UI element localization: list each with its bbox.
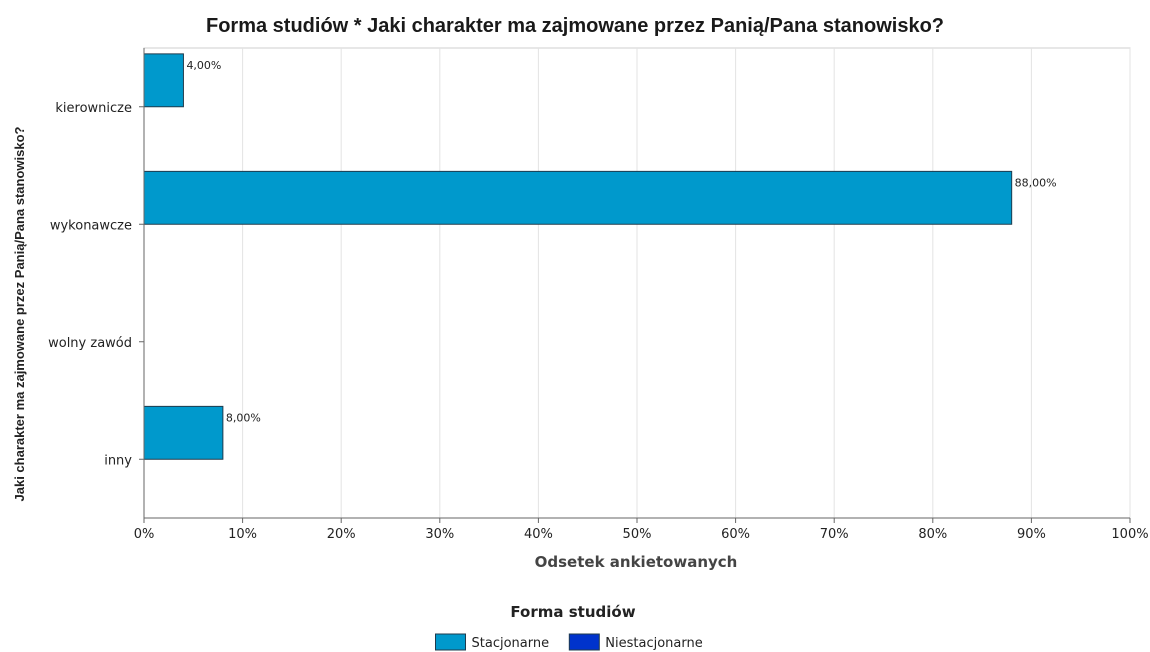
- legend-swatch: [568, 633, 600, 651]
- x-tick-label: 10%: [228, 527, 257, 542]
- x-tick-label: 20%: [327, 527, 356, 542]
- x-tick-label: 70%: [820, 527, 849, 542]
- legend: Stacjonarne Niestacjonarne: [435, 633, 703, 651]
- x-tick-label: 90%: [1017, 527, 1046, 542]
- chart-title: Forma studiów * Jaki charakter ma zajmow…: [206, 15, 944, 37]
- bars: 4,00% 88,00% 8,00%: [143, 53, 1057, 460]
- axes: 0% 10% 20% 30% 40% 50% 60% 70% 80% 90% 100% kierown…: [48, 48, 1149, 542]
- legend-swatch: [435, 633, 466, 651]
- x-tick-label: 0%: [134, 527, 155, 542]
- x-tick-label: 100%: [1111, 527, 1148, 542]
- y-axis-title: Jaki charakter ma zajmowane przez Panią/…: [12, 126, 27, 501]
- x-axis-title: Odsetek ankietowanych: [535, 553, 738, 571]
- bar: [143, 53, 184, 108]
- category-label: wolny zawód: [48, 336, 132, 351]
- x-tick-label: 30%: [425, 527, 454, 542]
- x-tick-label: 60%: [721, 527, 750, 542]
- x-tick-label: 40%: [524, 527, 553, 542]
- category-label: inny: [104, 453, 132, 468]
- legend-title: Forma studiów: [510, 603, 635, 621]
- category-label: wykonawcze: [50, 218, 132, 233]
- legend-label: Stacjonarne: [472, 636, 550, 651]
- bar: [143, 170, 1013, 225]
- category-label: kierownicze: [55, 101, 132, 116]
- x-tick-label: 80%: [918, 527, 947, 542]
- legend-label: Niestacjonarne: [605, 636, 702, 651]
- bar: [143, 405, 224, 460]
- grid: [143, 47, 1131, 519]
- data-label: 4,00%: [186, 59, 221, 72]
- x-tick-label: 50%: [623, 527, 652, 542]
- data-label: 8,00%: [226, 411, 261, 424]
- data-label: 88,00%: [1015, 176, 1057, 189]
